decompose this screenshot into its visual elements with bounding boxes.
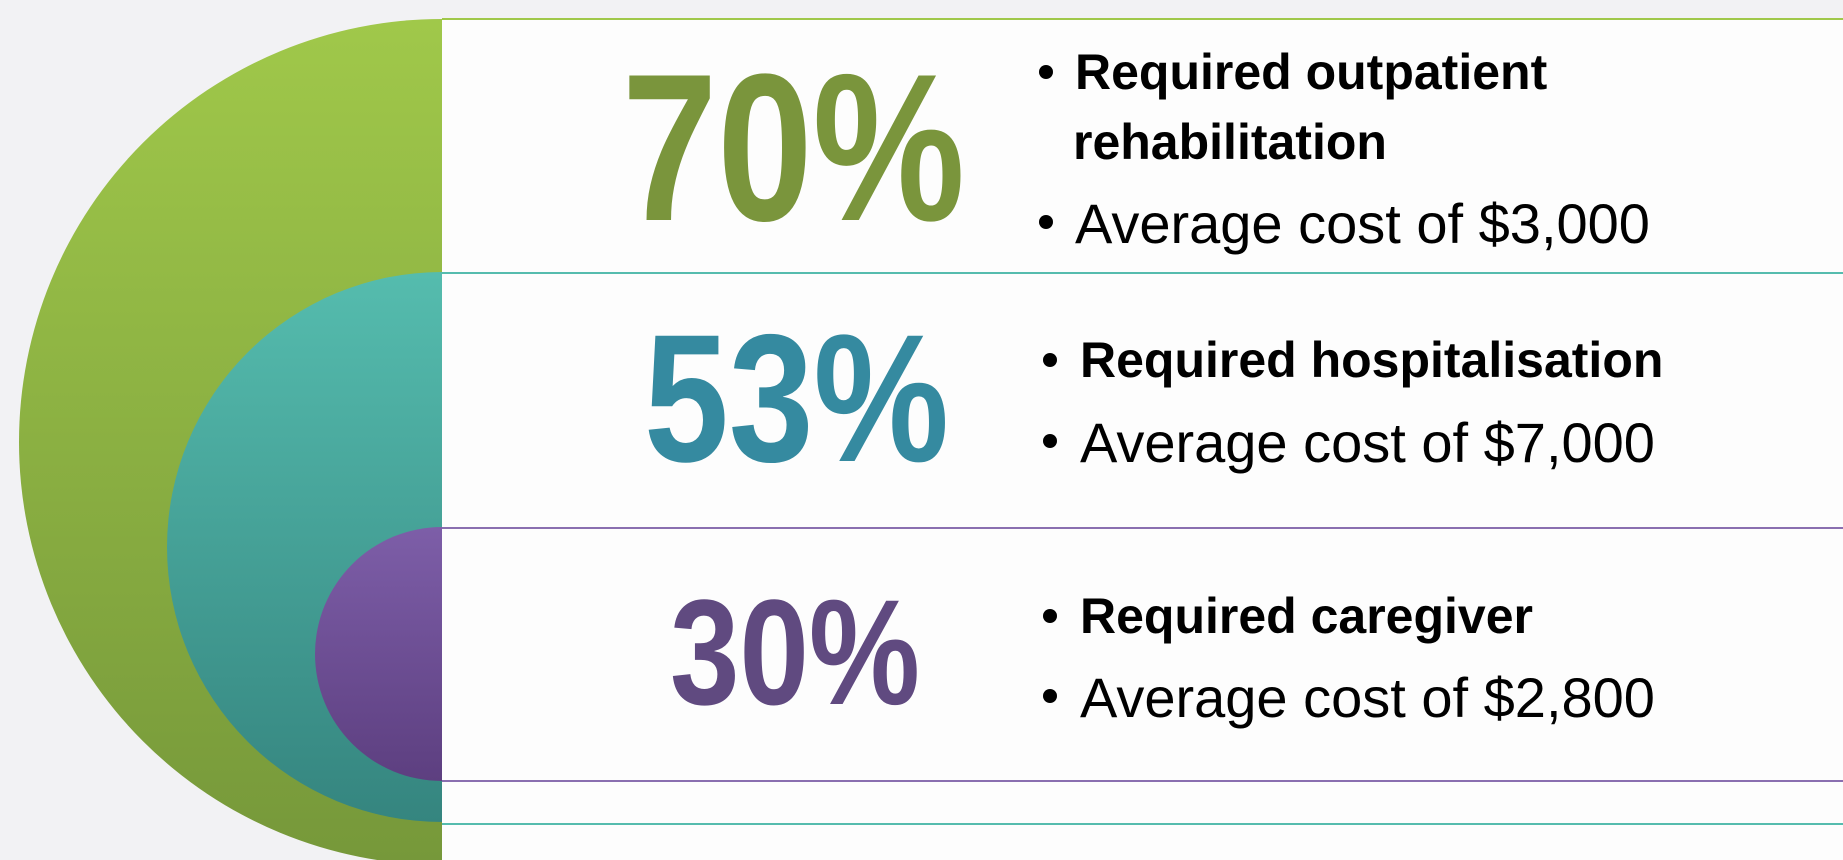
- bullet: [1043, 689, 1057, 703]
- percent: 70%: [622, 30, 965, 265]
- label: Required caregiver: [1080, 588, 1533, 644]
- percent: 53%: [644, 296, 949, 500]
- bullet: [1043, 609, 1057, 623]
- cost: Average cost of $7,000: [1080, 411, 1655, 474]
- label: Required outpatient: [1075, 44, 1548, 100]
- bullet: [1039, 215, 1053, 229]
- label: Required hospitalisation: [1080, 332, 1663, 388]
- bullet: [1039, 65, 1053, 79]
- cost: Average cost of $3,000: [1075, 192, 1650, 255]
- cost: Average cost of $2,800: [1080, 666, 1655, 729]
- panel: [442, 19, 1843, 860]
- bullet: [1043, 353, 1057, 367]
- percent: 30%: [670, 568, 920, 736]
- bullet: [1043, 434, 1057, 448]
- label: rehabilitation: [1073, 114, 1387, 170]
